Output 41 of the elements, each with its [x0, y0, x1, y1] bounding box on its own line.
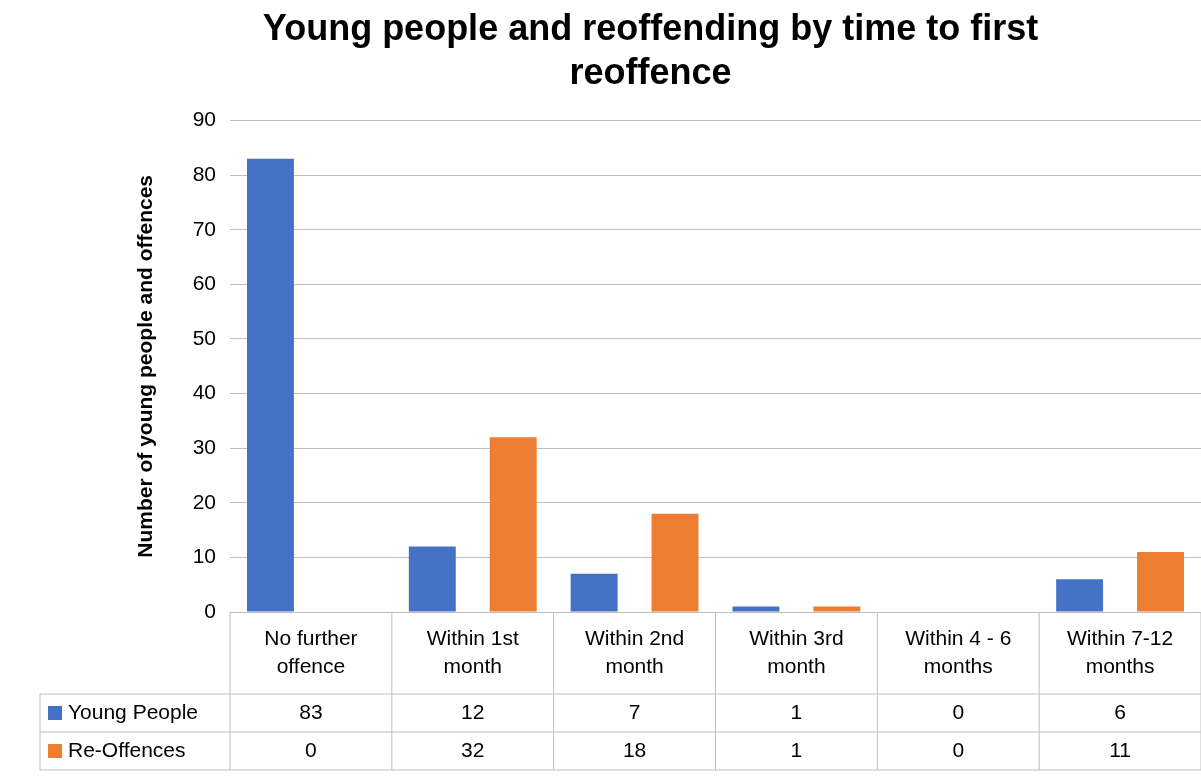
y-tick-label: 0 [204, 598, 216, 622]
bar [246, 158, 294, 612]
legend-label: Young People [68, 699, 199, 723]
data-label: 18 [622, 737, 647, 761]
x-tick-label: Within 4 - 6 months [905, 625, 1012, 677]
bar [408, 546, 456, 612]
bar [489, 437, 537, 612]
x-tick-label: Within 7-12 months [1066, 625, 1174, 677]
y-tick-label: 80 [192, 162, 216, 185]
y-tick-label: 20 [192, 489, 216, 513]
bar [1137, 551, 1185, 612]
data-label: 11 [1109, 737, 1131, 761]
x-tick-label: Within 3rd month [749, 625, 844, 677]
y-tick-label: 10 [192, 544, 216, 568]
chart-title: Young people and reoffending by time to first reoffence [261, 6, 1040, 94]
y-tick-label: 30 [192, 435, 216, 458]
y-tick-label: 90 [192, 107, 216, 131]
x-tick-label: Within 2nd month [584, 625, 685, 677]
data-label: 32 [461, 737, 485, 761]
data-label: 0 [952, 737, 965, 761]
data-label: 1 [790, 737, 803, 761]
y-tick-label: 50 [192, 325, 216, 349]
x-tick-label: Within 1st month [426, 625, 520, 677]
data-label: 0 [952, 699, 965, 723]
y-tick-label: 40 [192, 380, 216, 404]
bar [1056, 579, 1104, 612]
bar [570, 573, 618, 612]
data-label: 83 [299, 699, 323, 723]
bar [813, 606, 861, 612]
y-tick-label: 60 [192, 271, 216, 295]
bar [732, 606, 780, 612]
data-label: 12 [461, 699, 485, 723]
y-axis-title: Number of young people and offences [133, 174, 157, 558]
data-label: 6 [1114, 699, 1126, 723]
legend-label: Re-Offences [68, 737, 186, 761]
data-label: 7 [628, 699, 641, 723]
data-label: 1 [790, 699, 803, 723]
data-label: 0 [305, 737, 317, 761]
x-tick-label: No further offence [264, 625, 358, 677]
y-tick-label: 70 [192, 216, 216, 240]
bar [651, 513, 699, 612]
